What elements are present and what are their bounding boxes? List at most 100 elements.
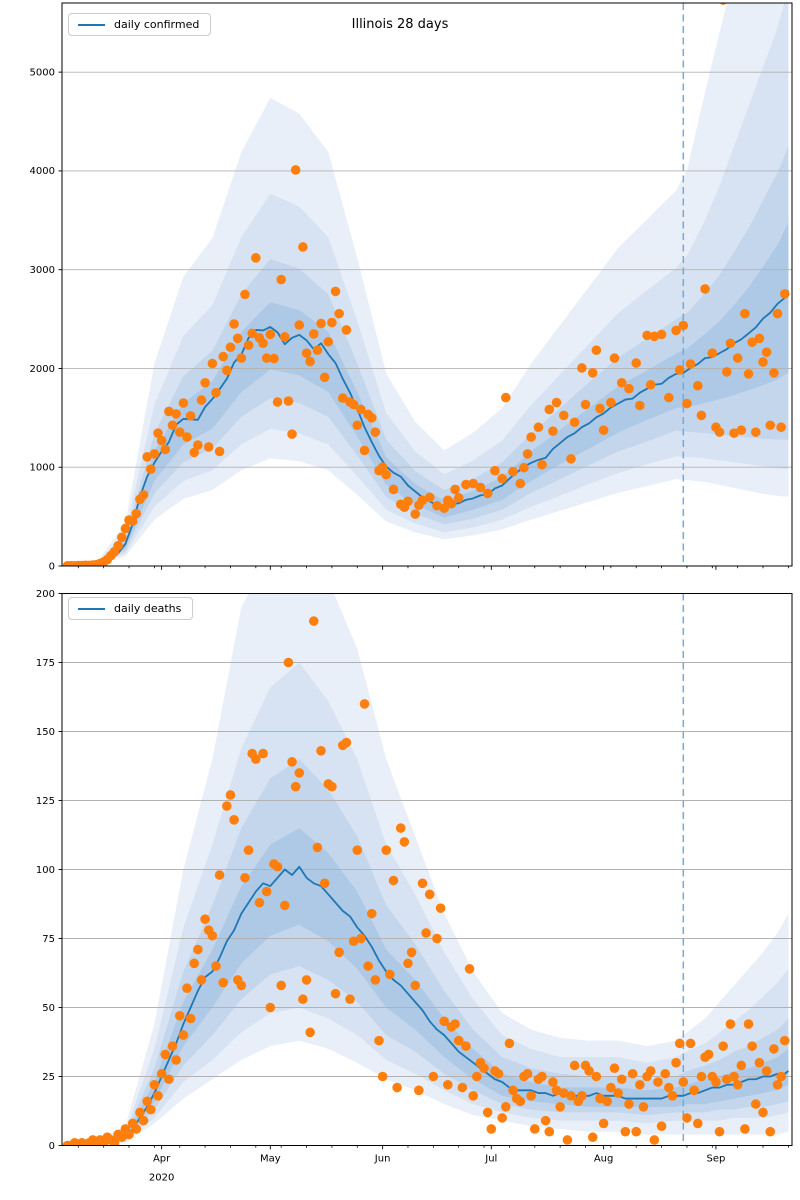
data-point <box>732 1079 743 1090</box>
data-point <box>439 1016 450 1027</box>
data-point <box>635 400 645 411</box>
data-point <box>584 1066 594 1076</box>
data-point <box>721 1074 732 1085</box>
data-point <box>193 440 203 450</box>
data-point <box>522 1068 533 1079</box>
data-point <box>283 396 294 406</box>
data-point <box>222 801 232 811</box>
data-point <box>156 1068 167 1079</box>
data-point <box>461 479 471 490</box>
data-point <box>359 445 370 456</box>
data-point <box>410 509 421 519</box>
x-tick-label: Jun <box>374 1154 391 1165</box>
data-point <box>747 1041 757 1051</box>
data-point <box>555 1102 565 1112</box>
daily-deaths-scatter <box>62 616 790 1146</box>
data-point <box>595 1093 605 1104</box>
data-point <box>414 1085 424 1096</box>
data-point <box>649 331 660 342</box>
data-point <box>218 351 229 362</box>
data-point <box>280 332 290 342</box>
data-point <box>703 1049 714 1060</box>
data-point <box>537 1071 547 1082</box>
data-point <box>490 465 500 476</box>
data-point <box>392 1082 402 1093</box>
data-point <box>736 1060 747 1071</box>
data-point <box>334 947 344 958</box>
data-point <box>109 1137 120 1146</box>
data-point <box>696 410 707 421</box>
data-point <box>276 274 286 285</box>
data-point <box>526 432 536 442</box>
data-point <box>287 429 297 439</box>
data-point <box>160 444 171 455</box>
data-point <box>348 399 359 410</box>
data-point <box>743 369 754 379</box>
data-point <box>693 1118 703 1129</box>
data-point <box>747 337 757 348</box>
data-point <box>131 508 142 519</box>
data-point <box>385 969 395 980</box>
data-point <box>243 845 254 855</box>
data-point <box>207 358 218 369</box>
x-tick-label: Sep <box>706 1154 725 1165</box>
band-level-3 <box>67 828 789 1146</box>
data-point <box>435 903 446 913</box>
data-point <box>493 1068 504 1079</box>
data-point <box>711 1077 721 1087</box>
data-point <box>678 320 689 331</box>
data-point <box>660 1068 671 1079</box>
data-point <box>453 1035 464 1046</box>
data-point <box>776 422 786 433</box>
data-point <box>497 473 507 484</box>
data-point <box>251 253 261 263</box>
data-point <box>145 1104 156 1115</box>
daily-confirmed-x-axis <box>77 566 789 570</box>
data-point <box>421 928 431 938</box>
data-point <box>761 347 772 357</box>
data-point <box>164 1074 174 1085</box>
data-point <box>240 289 250 300</box>
data-point <box>765 1126 776 1137</box>
x-tick-label: Jul <box>484 1154 497 1165</box>
data-point <box>562 1135 573 1145</box>
data-point <box>645 1066 656 1076</box>
data-point <box>251 754 261 764</box>
data-point <box>754 1057 765 1068</box>
data-point <box>359 699 370 709</box>
data-point <box>323 336 334 347</box>
data-point <box>475 482 486 493</box>
data-point <box>283 657 294 668</box>
data-point <box>432 933 442 944</box>
data-point <box>138 1115 149 1126</box>
x-tick-year-label: 2020 <box>149 1173 174 1184</box>
data-point <box>443 1079 453 1090</box>
data-point <box>609 1063 620 1074</box>
data-point <box>138 490 149 500</box>
daily-confirmed-gridlines <box>62 71 792 468</box>
data-point <box>721 367 732 377</box>
data-point <box>548 1077 558 1087</box>
y-tick-label: 0 <box>49 1141 55 1152</box>
data-point <box>595 403 605 414</box>
data-point <box>577 363 587 373</box>
data-point <box>515 478 526 489</box>
data-point <box>211 387 221 398</box>
data-point <box>174 1010 185 1021</box>
data-point <box>193 944 203 955</box>
data-point <box>482 1107 493 1118</box>
data-point <box>236 980 247 991</box>
data-point <box>232 333 243 344</box>
data-point <box>725 338 736 349</box>
data-point <box>356 933 366 944</box>
data-point <box>450 484 460 495</box>
data-point <box>308 616 319 626</box>
data-point <box>693 380 703 391</box>
data-point <box>508 1085 518 1096</box>
data-point <box>758 1107 768 1118</box>
data-point <box>729 1071 739 1082</box>
data-point <box>316 746 326 756</box>
data-point <box>171 409 181 419</box>
data-point <box>624 383 634 394</box>
